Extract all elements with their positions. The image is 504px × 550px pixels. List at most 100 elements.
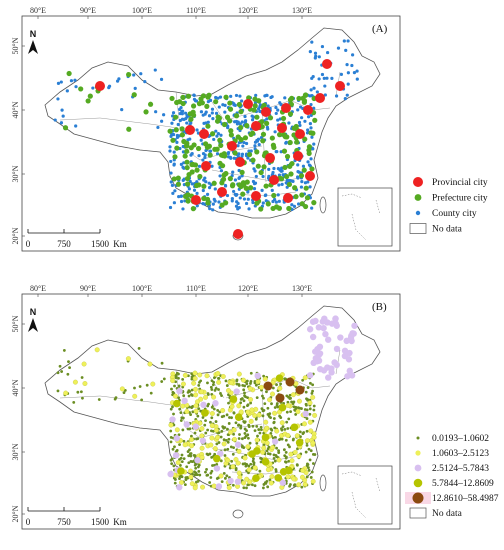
class-2-point [193, 386, 198, 392]
prefecture-city-point [265, 201, 271, 207]
class-2-point [238, 409, 244, 415]
county-city-point [345, 63, 349, 67]
class-1-point [62, 349, 66, 352]
class-1-point [280, 427, 283, 431]
county-city-point [308, 185, 312, 189]
county-city-point [244, 201, 249, 206]
prefecture-city-point [191, 103, 197, 109]
legend-item: County city [415, 209, 477, 219]
class-1-point [79, 390, 83, 394]
class-2-point [204, 373, 210, 379]
prefecture-city-point [198, 96, 204, 102]
county-city-point [284, 141, 288, 145]
class-2-point [276, 409, 282, 415]
county-city-point [320, 72, 325, 77]
class-2-point [263, 419, 269, 425]
county-city-point [244, 141, 249, 146]
legend-marker [413, 177, 423, 187]
class-1-point [288, 397, 292, 400]
county-city-point [311, 74, 315, 79]
class-4-point [274, 474, 283, 482]
county-city-point [240, 152, 245, 156]
class-1-point [308, 412, 312, 416]
class-1-point [304, 390, 308, 394]
prefecture-city-point [196, 182, 202, 188]
class-1-point [266, 447, 270, 451]
class-1-point [275, 383, 278, 387]
class-1-point [307, 468, 311, 472]
class-2-point [178, 480, 184, 485]
class-2-point [199, 445, 205, 451]
class-2-point [228, 380, 234, 386]
county-city-point [201, 188, 205, 193]
class-2-point [193, 403, 199, 409]
prefecture-city-point [175, 175, 181, 181]
class-3-point [337, 334, 344, 341]
provincial-city-point [217, 187, 227, 197]
county-city-point [65, 89, 69, 93]
county-city-point [274, 105, 278, 110]
class-1-point [169, 436, 173, 439]
county-city-point [225, 193, 230, 198]
class-1-point [56, 389, 60, 393]
class-3-point [328, 320, 336, 327]
class-1-point [182, 439, 186, 443]
class-1-point [145, 383, 149, 387]
class-1-point [209, 420, 212, 424]
class-3-point [167, 470, 174, 478]
county-city-point [254, 174, 258, 179]
class-2-point [258, 384, 264, 390]
county-city-point [312, 106, 316, 110]
class-1-point [253, 484, 257, 488]
island-outline [319, 474, 327, 492]
county-city-point [204, 110, 208, 114]
county-city-point [168, 145, 172, 149]
county-city-point [308, 94, 312, 98]
class-1-point [211, 464, 214, 467]
county-city-point [350, 63, 354, 68]
class-1-point [187, 461, 191, 465]
class-2-point [189, 443, 195, 449]
class-3-point [324, 364, 331, 371]
class-1-point [301, 378, 305, 382]
prefecture-city-point [217, 160, 223, 166]
legend-label: Provincial city [432, 178, 488, 188]
class-1-point [272, 421, 276, 425]
prefecture-city-point [185, 93, 192, 99]
class-1-point [274, 469, 278, 473]
class-1-point [241, 445, 244, 449]
prefecture-city-point [204, 103, 210, 109]
lon-tick-label: 100°E [132, 284, 152, 293]
class-1-point [231, 483, 235, 487]
prefecture-city-point [186, 171, 192, 178]
class-1-point [252, 457, 255, 461]
class-1-point [223, 426, 227, 429]
class-1-point [173, 445, 176, 449]
class-1-point [292, 483, 296, 487]
county-city-point [269, 95, 273, 100]
prefecture-city-point [254, 149, 260, 155]
prefecture-city-point [269, 135, 275, 141]
class-2-point [264, 440, 270, 446]
county-city-point [308, 122, 313, 126]
class-1-point [310, 470, 314, 474]
class-1-point [309, 476, 313, 479]
class-1-point [194, 466, 198, 470]
prefecture-city-point [260, 131, 267, 137]
class-1-point [265, 479, 269, 483]
county-city-point [238, 196, 242, 200]
prefecture-city-point [267, 115, 274, 121]
provincial-city-point [227, 141, 237, 151]
county-city-point [280, 182, 284, 186]
class-1-point [209, 385, 213, 389]
class-1-point [60, 370, 64, 373]
lon-tick-label: 80°E [30, 6, 46, 15]
class-1-point [225, 413, 229, 417]
class-1-point [242, 486, 246, 490]
county-city-point [247, 207, 251, 211]
county-city-point [275, 149, 279, 154]
class-2-point [229, 404, 235, 409]
class-3-point [217, 450, 224, 457]
class-1-point [232, 432, 235, 436]
class-2-point [302, 421, 307, 427]
